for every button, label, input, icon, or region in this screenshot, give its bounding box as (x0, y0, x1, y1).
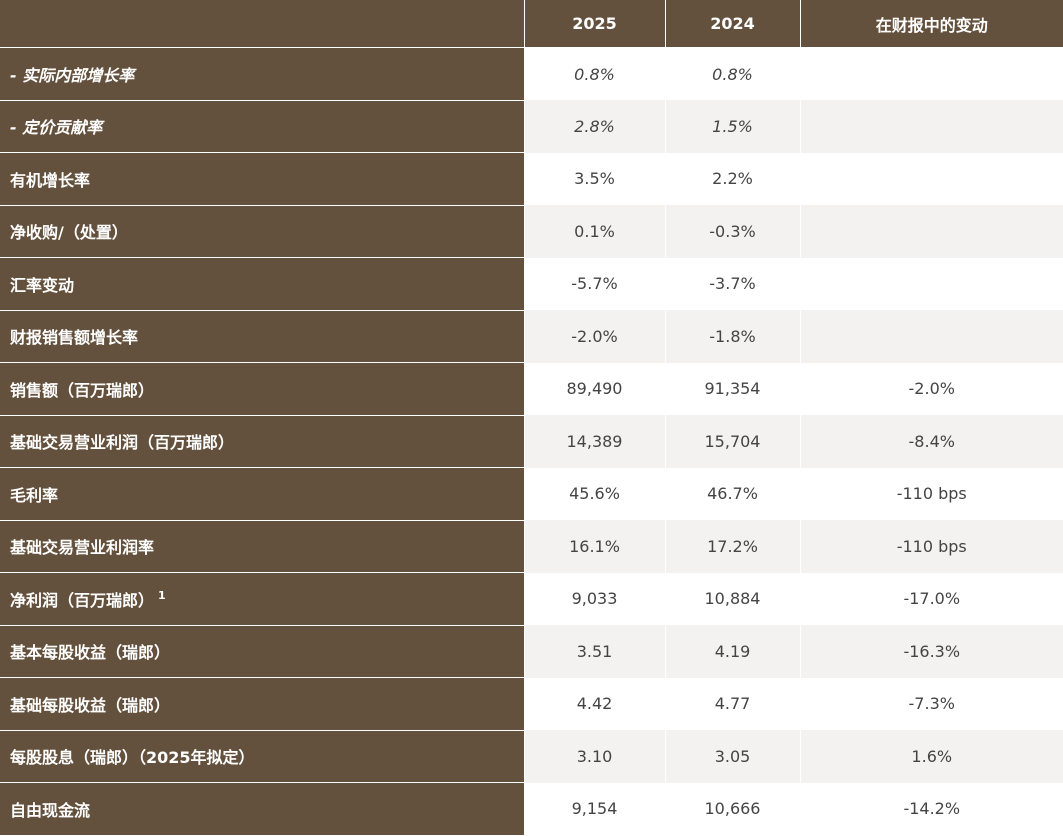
row-label-cell: 每股股息（瑞郎）（2025年拟定） (0, 730, 525, 783)
row-label-cell: 有机增长率 (0, 152, 525, 206)
value-change (800, 257, 1063, 310)
row-label: 基础交易营业利润（百万瑞郎） (10, 433, 235, 453)
row-label-cell: 净利润（百万瑞郎） 1 (0, 572, 525, 626)
value-2025: 14,389 (524, 415, 666, 468)
value-2024: 10,884 (665, 572, 801, 625)
row-label-cell: 基础交易营业利润（百万瑞郎） (0, 415, 525, 468)
value-2024: 0.8% (665, 47, 801, 100)
row-label-cell: 自由现金流 (0, 782, 525, 836)
row-label: 基础交易营业利润率 (10, 538, 155, 558)
value-2024: 46.7% (665, 467, 801, 520)
value-2024: 17.2% (665, 520, 801, 573)
value-2024: 91,354 (665, 362, 801, 415)
row-label-cell: 财报销售额增长率 (0, 310, 525, 363)
row-label-cell: 基础交易营业利润率 (0, 520, 525, 573)
header-2025: 2025 (524, 0, 666, 48)
table-row: - 定价贡献率 2.8% 1.5% (0, 100, 1063, 153)
value-change: -110 bps (800, 467, 1063, 520)
value-2024: 15,704 (665, 415, 801, 468)
value-2025: 16.1% (524, 520, 666, 573)
value-2025: 9,154 (524, 782, 666, 835)
table-row: 自由现金流 9,154 10,666 -14.2% (0, 782, 1063, 836)
row-label: 每股股息（瑞郎）（2025年拟定） (10, 748, 255, 768)
row-label-cell: 基础每股收益（瑞郎） (0, 677, 525, 731)
value-2025: 89,490 (524, 362, 666, 415)
row-label: 净利润（百万瑞郎） (10, 590, 155, 610)
value-2024: 10,666 (665, 782, 801, 835)
table-row: 有机增长率 3.5% 2.2% (0, 152, 1063, 206)
row-label: - 定价贡献率 (10, 118, 103, 138)
value-2025: 2.8% (524, 100, 666, 153)
row-label: 财报销售额增长率 (10, 328, 139, 348)
row-label-cell: - 定价贡献率 (0, 100, 525, 153)
value-2025: -5.7% (524, 257, 666, 310)
value-2025: -2.0% (524, 310, 666, 363)
row-label: 有机增长率 (10, 170, 91, 190)
value-change: -7.3% (800, 677, 1063, 730)
value-2025: 45.6% (524, 467, 666, 520)
value-change: 1.6% (800, 730, 1063, 783)
header-2024: 2024 (665, 0, 801, 48)
row-label-cell: 毛利率 (0, 467, 525, 521)
table-row: 基础交易营业利润率 16.1% 17.2% -110 bps (0, 520, 1063, 573)
row-label: 自由现金流 (10, 800, 91, 820)
table-row: 基本每股收益（瑞郎） 3.51 4.19 -16.3% (0, 625, 1063, 678)
value-2024: 3.05 (665, 730, 801, 783)
table-body: - 实际内部增长率 0.8% 0.8% - 定价贡献率 2.8% 1.5% 有机增长率 3.5… (0, 47, 1063, 836)
value-2025: 9,033 (524, 572, 666, 625)
row-label: 基础每股收益（瑞郎） (10, 695, 171, 715)
value-2025: 3.51 (524, 625, 666, 678)
value-2025: 0.1% (524, 205, 666, 258)
value-change (800, 205, 1063, 258)
table-row: 基础每股收益（瑞郎） 4.42 4.77 -7.3% (0, 677, 1063, 731)
header-change: 在财报中的变动 (800, 0, 1063, 48)
value-2024: 4.77 (665, 677, 801, 730)
row-label-cell: 基本每股收益（瑞郎） (0, 625, 525, 678)
value-change: -14.2% (800, 782, 1063, 835)
row-label-cell: 净收购/（处置） (0, 205, 525, 258)
table-row: 汇率变动 -5.7% -3.7% (0, 257, 1063, 311)
table-row: 净利润（百万瑞郎） 1 9,033 10,884 -17.0% (0, 572, 1063, 626)
value-change (800, 100, 1063, 153)
row-label-cell: 销售额（百万瑞郎） (0, 362, 525, 416)
value-change: -17.0% (800, 572, 1063, 625)
value-2025: 3.10 (524, 730, 666, 783)
value-change: -8.4% (800, 415, 1063, 468)
value-2025: 3.5% (524, 152, 666, 205)
value-2024: 1.5% (665, 100, 801, 153)
table-row: 基础交易营业利润（百万瑞郎） 14,389 15,704 -8.4% (0, 415, 1063, 468)
table-header-row: 2025 2024 在财报中的变动 (0, 0, 1063, 48)
value-2024: -0.3% (665, 205, 801, 258)
value-change (800, 310, 1063, 363)
value-change (800, 47, 1063, 100)
table-row: 净收购/（处置） 0.1% -0.3% (0, 205, 1063, 258)
value-change (800, 152, 1063, 205)
table-row: 财报销售额增长率 -2.0% -1.8% (0, 310, 1063, 363)
row-label-cell: - 实际内部增长率 (0, 47, 525, 101)
value-change: -16.3% (800, 625, 1063, 678)
value-change: -2.0% (800, 362, 1063, 415)
value-2024: 4.19 (665, 625, 801, 678)
table-row: 毛利率 45.6% 46.7% -110 bps (0, 467, 1063, 521)
value-2024: -1.8% (665, 310, 801, 363)
row-label: 销售额（百万瑞郎） (10, 380, 155, 400)
row-label: 汇率变动 (10, 275, 75, 295)
row-label-cell: 汇率变动 (0, 257, 525, 311)
value-change: -110 bps (800, 520, 1063, 573)
row-label: 净收购/（处置） (10, 223, 128, 243)
table-row: 销售额（百万瑞郎） 89,490 91,354 -2.0% (0, 362, 1063, 416)
value-2024: -3.7% (665, 257, 801, 310)
table-row: 每股股息（瑞郎）（2025年拟定） 3.10 3.05 1.6% (0, 730, 1063, 783)
table-row: - 实际内部增长率 0.8% 0.8% (0, 47, 1063, 101)
value-2024: 2.2% (665, 152, 801, 205)
row-label: 基本每股收益（瑞郎） (10, 643, 171, 663)
header-label-column (0, 0, 525, 48)
value-2025: 4.42 (524, 677, 666, 730)
footnote-marker: 1 (158, 589, 166, 603)
value-2025: 0.8% (524, 47, 666, 100)
row-label: - 实际内部增长率 (10, 65, 135, 85)
row-label: 毛利率 (10, 485, 59, 505)
